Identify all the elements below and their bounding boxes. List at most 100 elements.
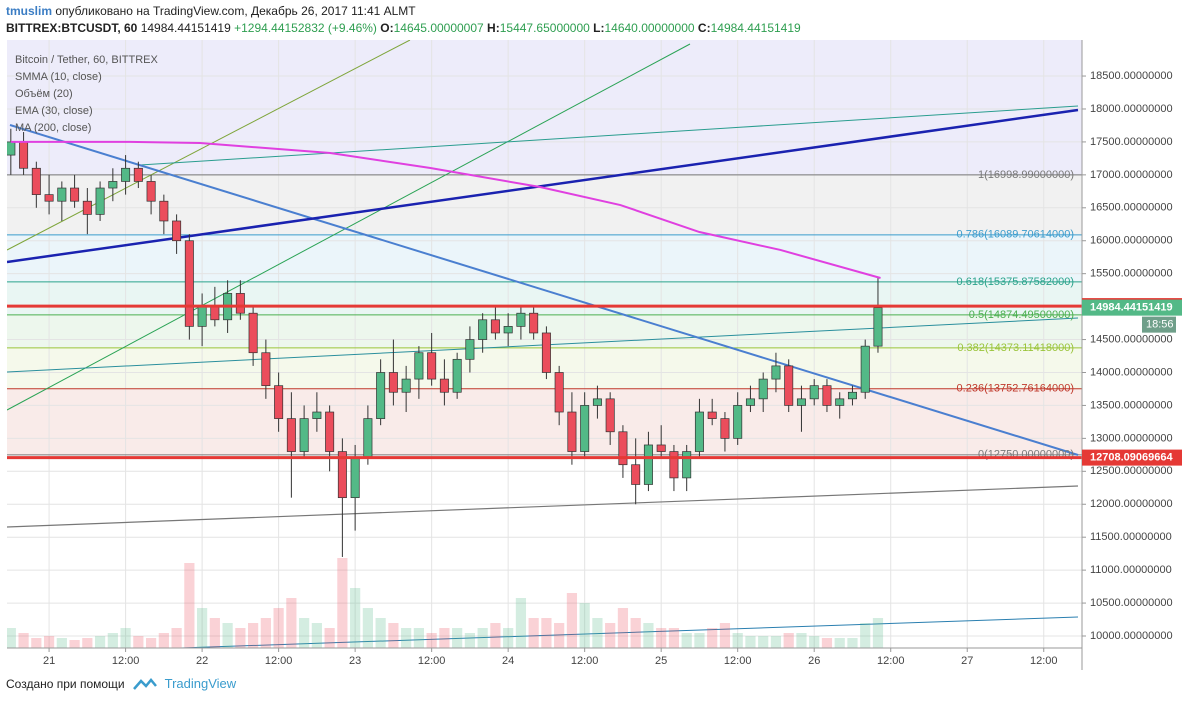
volume-bar	[158, 633, 169, 648]
fib-label: 0.236(13752.76164000)	[957, 383, 1074, 395]
y-tick-label: 12000.00000000	[1090, 498, 1173, 510]
volume-bar	[872, 618, 884, 648]
volume-bar	[656, 628, 667, 648]
candle-body	[235, 293, 245, 314]
candle-body	[210, 306, 220, 321]
band	[7, 40, 1082, 175]
candle-body	[159, 200, 169, 222]
fib-label: 0.618(15375.87582000)	[957, 276, 1074, 288]
volume-bar	[31, 638, 42, 648]
c-label: C:	[697, 21, 711, 35]
y-tick-label: 17000.00000000	[1090, 169, 1173, 181]
y-tick-label: 18000.00000000	[1090, 103, 1173, 115]
volume-bar	[273, 608, 284, 648]
volume-bar	[311, 623, 322, 648]
volume-bar	[630, 618, 641, 648]
volume-bar	[197, 608, 208, 648]
candle-body	[19, 141, 29, 169]
user[interactable]: tmuslim	[6, 4, 53, 18]
volume-bar	[554, 623, 565, 648]
fib-label: 1(16998.99000000)	[978, 169, 1074, 181]
trend-lines	[7, 40, 1079, 648]
volume-bar	[617, 608, 629, 648]
x-tick-label: 23	[349, 655, 361, 667]
y-tick-label: 16500.00000000	[1090, 202, 1173, 214]
price-label: 12708.09069664	[1090, 452, 1173, 464]
trend-line	[139, 105, 1079, 166]
volume-bar	[248, 623, 259, 648]
candle-body	[7, 141, 16, 156]
volume-bar	[707, 628, 718, 648]
volume-bar	[286, 598, 297, 648]
volume-bar	[719, 623, 731, 648]
candle-body	[401, 378, 411, 393]
candle-body	[694, 411, 704, 452]
candle-body	[669, 451, 679, 479]
candle-body	[490, 319, 500, 334]
brand[interactable]: TradingView	[164, 676, 237, 691]
fib-label: 0.382(14373.11418000)	[957, 342, 1074, 354]
candle-body	[439, 378, 449, 393]
volume-bar	[643, 623, 654, 648]
x-tick-label: 25	[655, 655, 667, 667]
candle-body	[656, 444, 666, 452]
volume-bar	[796, 633, 807, 648]
candle-body	[465, 339, 475, 360]
countdown-box	[1142, 316, 1176, 333]
candle-body	[733, 405, 743, 439]
x-tick-label: 26	[808, 655, 820, 667]
legend-entry: SMMA (10, close)	[15, 71, 102, 83]
trend-line	[7, 108, 1079, 264]
y-tick-label: 14000.00000000	[1090, 366, 1173, 378]
x-tick-label: 12:00	[112, 655, 140, 667]
trend-line	[9, 124, 1079, 456]
last: 14984.44151419	[140, 21, 231, 35]
fib-label: 0.5(14874.49500000)	[969, 309, 1074, 321]
legend-entry: Объём (20)	[15, 88, 73, 100]
footer-text: Создано при помощи	[6, 676, 125, 691]
volume-bar	[133, 636, 144, 648]
header: tmuslim опубликовано на TradingView.com,…	[6, 3, 801, 37]
candle-body	[605, 398, 615, 433]
candle-body	[682, 451, 692, 479]
candle-body	[261, 352, 271, 387]
l-label: L:	[593, 21, 605, 35]
volume-bar	[260, 618, 271, 648]
logo	[132, 677, 157, 690]
axes: 10000.00000000 10500.00000000 11000.000000…	[7, 40, 1182, 670]
candle-body	[618, 431, 628, 466]
volume-bar	[528, 618, 539, 648]
volume-bar	[145, 638, 157, 648]
candle-body	[503, 326, 513, 334]
volume-bar	[579, 603, 590, 648]
volume-bar	[847, 638, 858, 648]
volume-bar	[337, 558, 348, 648]
candle-body	[567, 411, 577, 452]
x-tick-label: 12:00	[877, 655, 905, 667]
candle-body	[707, 411, 717, 419]
candle-body	[847, 391, 857, 400]
volume-bar	[681, 633, 692, 648]
ma-line	[10, 140, 881, 279]
trend-line	[7, 43, 691, 411]
volume-bar	[222, 623, 233, 648]
candle-body	[133, 167, 143, 182]
close: 14984.44151419	[710, 21, 801, 35]
candle-body	[312, 411, 322, 419]
x-tick-label: 24	[502, 655, 514, 667]
candle-body	[414, 352, 424, 380]
volume-bar	[299, 618, 310, 648]
volume-bar	[821, 638, 833, 648]
volume-bar	[566, 593, 578, 648]
candle-body	[146, 181, 156, 202]
candle-body	[388, 372, 398, 393]
legend-entry: EMA (30, close)	[15, 105, 93, 117]
volume-bar	[515, 598, 527, 648]
volume-bar	[477, 628, 488, 648]
volume-bar	[464, 633, 476, 648]
y-tick-label: 15500.00000000	[1090, 268, 1173, 280]
volume-bar	[43, 636, 55, 648]
volume-bar	[541, 618, 552, 648]
candle-body	[516, 312, 526, 327]
